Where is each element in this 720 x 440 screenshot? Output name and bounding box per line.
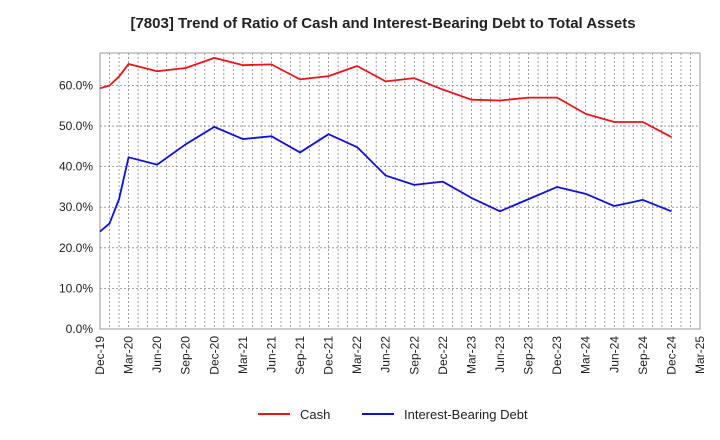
y-tick-label: 0.0% (66, 322, 94, 336)
y-tick-label: 50.0% (59, 119, 93, 133)
x-axis-ticks: Dec-19 Mar-20 Jun-20 Sep-20 Dec-20 Mar-21 Jun-… (93, 336, 707, 375)
legend-label-cash: Cash (300, 407, 330, 422)
y-tick-label: 10.0% (59, 281, 93, 295)
x-tick-label: Sep-23 (522, 336, 536, 375)
x-tick-label: Mar-22 (350, 336, 364, 374)
x-tick-label: Dec-19 (93, 336, 107, 375)
x-tick-label: Sep-21 (293, 336, 307, 375)
x-tick-label: Sep-20 (179, 336, 193, 375)
x-tick-label: Jun-22 (379, 336, 393, 373)
y-tick-label: 60.0% (59, 78, 93, 92)
series-line-cash (99, 56, 672, 138)
x-tick-label: Dec-22 (436, 336, 450, 375)
y-axis-ticks: 0.0% 10.0% 20.0% 30.0% 40.0% 50.0% 60.0% (59, 78, 93, 336)
x-tick-label: Dec-24 (664, 336, 678, 375)
series-line-interest-bearing-debt (99, 125, 672, 233)
x-tick-label: Mar-20 (122, 336, 136, 374)
plot-area (99, 52, 701, 330)
x-tick-label: Mar-21 (236, 336, 250, 374)
grid (100, 53, 700, 329)
y-tick-label: 20.0% (59, 241, 93, 255)
x-tick-label: Jun-20 (150, 336, 164, 373)
y-tick-label: 40.0% (59, 160, 93, 174)
x-tick-label: Dec-20 (207, 336, 221, 375)
x-tick-label: Jun-21 (264, 336, 278, 373)
y-tick-label: 30.0% (59, 200, 93, 214)
x-tick-label: Jun-23 (493, 336, 507, 373)
x-tick-label: Mar-25 (693, 336, 707, 374)
x-tick-label: Sep-22 (407, 336, 421, 375)
x-tick-label: Sep-24 (636, 336, 650, 375)
x-tick-label: Jun-24 (607, 336, 621, 373)
x-tick-label: Mar-23 (464, 336, 478, 374)
series-lines (99, 56, 672, 233)
legend: Cash Interest-Bearing Debt (258, 407, 528, 422)
chart-title: [7803] Trend of Ratio of Cash and Intere… (130, 15, 635, 32)
legend-label-debt: Interest-Bearing Debt (404, 407, 528, 422)
x-tick-label: Mar-24 (579, 336, 593, 374)
x-tick-label: Dec-21 (322, 336, 336, 375)
x-tick-label: Dec-23 (550, 336, 564, 375)
